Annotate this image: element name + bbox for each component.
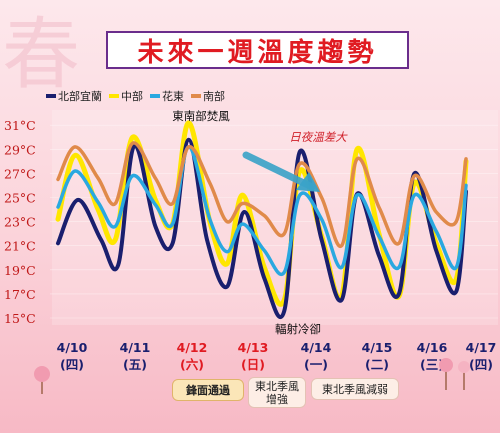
legend-item: 中部 <box>109 88 143 104</box>
event-ne-monsoon-strengthen: 東北季風 增強 <box>248 377 306 408</box>
y-axis: 31°C 29°C 27°C 25°C 23°C 21°C 19°C 17°C 15°C <box>4 118 36 326</box>
legend-swatch <box>46 94 56 98</box>
y-tick-label: 25°C <box>4 191 36 206</box>
tree-icon <box>34 366 50 394</box>
annotation-radiative-cooling: 輻射冷卻 <box>275 322 321 336</box>
legend-item: 北部宜蘭 <box>46 88 102 104</box>
legend-label: 中部 <box>121 90 143 103</box>
legend-swatch <box>191 94 201 98</box>
x-tick-date: 4/16 <box>417 340 448 355</box>
x-tick-date: 4/14 <box>301 340 332 355</box>
series-line-south <box>56 141 468 248</box>
x-tick-date: 4/17 <box>466 340 497 355</box>
legend-swatch <box>150 94 160 98</box>
event-ne-monsoon-weaken: 東北季風減弱 <box>311 378 399 400</box>
x-tick-day: (日) <box>241 357 265 372</box>
background-glyph: 春 <box>2 10 81 100</box>
x-tick-date: 4/15 <box>362 340 393 355</box>
x-tick-day: (三) <box>420 357 444 372</box>
tree-icon <box>439 358 470 390</box>
legend-item: 南部 <box>191 88 225 104</box>
legend-item: 花東 <box>150 88 184 104</box>
x-tick-day: (四) <box>60 357 84 372</box>
x-tick-day: (六) <box>180 357 204 372</box>
annotation-diurnal-range: 日夜溫差大 <box>289 130 348 144</box>
x-tick-date: 4/11 <box>120 340 151 355</box>
series-line-east <box>56 145 468 276</box>
x-tick-day: (一) <box>304 357 328 372</box>
chart-title: 未來一週溫度趨勢 <box>137 37 378 68</box>
x-tick-day: (二) <box>365 357 389 372</box>
arrow-icon <box>242 151 320 192</box>
y-tick-label: 23°C <box>4 215 36 230</box>
legend-label: 北部宜蘭 <box>58 90 102 103</box>
title-box: 未來一週溫度趨勢 <box>106 31 409 69</box>
legend-swatch <box>109 94 119 98</box>
y-tick-label: 27°C <box>4 166 36 181</box>
x-tick-day: (四) <box>469 357 493 372</box>
x-axis: 4/10 (四) 4/11 (五) 4/12 (六) 4/13 (日) 4/14 (一) 4/15 (… <box>57 340 497 372</box>
legend-label: 花東 <box>162 90 184 103</box>
x-tick-date: 4/12 <box>177 340 208 355</box>
y-tick-label: 19°C <box>4 263 36 278</box>
y-tick-label: 29°C <box>4 142 36 157</box>
annotation-foehn: 東南部焚風 <box>172 109 230 123</box>
y-tick-label: 31°C <box>4 118 36 133</box>
x-tick-day: (五) <box>123 357 147 372</box>
legend-label: 南部 <box>203 90 225 103</box>
y-tick-label: 15°C <box>4 311 36 326</box>
y-tick-label: 17°C <box>4 287 36 302</box>
y-tick-label: 21°C <box>4 239 36 254</box>
event-front-passing: 鋒面通過 <box>172 379 244 401</box>
x-tick-date: 4/13 <box>238 340 269 355</box>
legend: 北部宜蘭 中部 花東 南部 <box>46 88 225 104</box>
x-tick-date: 4/10 <box>57 340 88 355</box>
series-lines <box>55 120 469 320</box>
